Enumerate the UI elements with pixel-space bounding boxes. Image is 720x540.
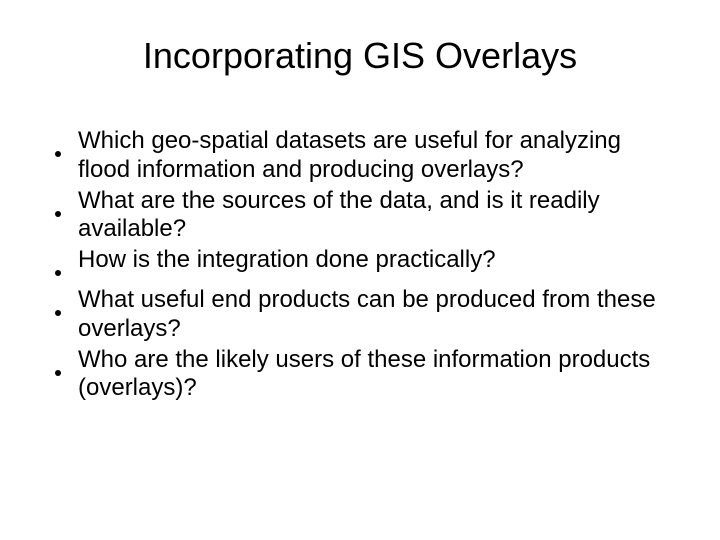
bullet-icon: [50, 187, 78, 225]
bullet-icon: [50, 346, 78, 384]
list-item: How is the integration done practically?: [50, 246, 675, 284]
bullet-icon: [50, 286, 78, 324]
list-item: What useful end products can be produced…: [50, 286, 675, 344]
bullet-text: What useful end products can be produced…: [78, 286, 675, 344]
bullet-text: Which geo-spatial datasets are useful fo…: [78, 127, 675, 185]
bullet-text: How is the integration done practically?: [78, 246, 675, 275]
list-item: What are the sources of the data, and is…: [50, 187, 675, 245]
bullet-list: Which geo-spatial datasets are useful fo…: [45, 127, 675, 403]
bullet-icon: [50, 127, 78, 165]
bullet-text: Who are the likely users of these inform…: [78, 346, 675, 404]
bullet-text: What are the sources of the data, and is…: [78, 187, 675, 245]
list-item: Which geo-spatial datasets are useful fo…: [50, 127, 675, 185]
slide-title: Incorporating GIS Overlays: [45, 35, 675, 77]
list-item: Who are the likely users of these inform…: [50, 346, 675, 404]
bullet-icon: [50, 246, 78, 284]
